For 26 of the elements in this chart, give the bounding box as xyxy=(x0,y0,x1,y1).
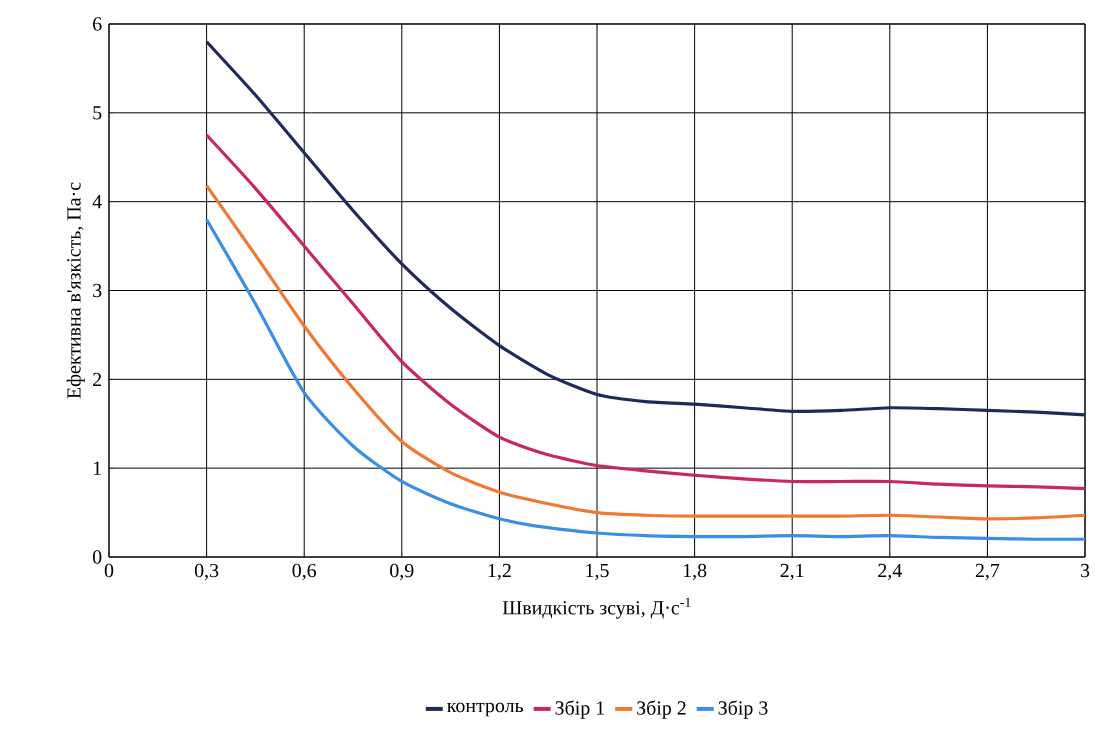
y-tick-label: 0 xyxy=(92,550,102,564)
legend-label: Збір 3 xyxy=(718,700,768,719)
x-tick-label: 0,9 xyxy=(390,563,414,581)
y-tick-label: 6 xyxy=(93,17,102,31)
x-axis-title: Швидкість зсуві, Д·с$^{-1}$ xyxy=(502,597,691,619)
y-tick-label: 5 xyxy=(93,106,102,120)
y-tick-label: 2 xyxy=(93,372,102,386)
x-tick-label: 2,7 xyxy=(975,563,1000,581)
x-tick-label: 2,4 xyxy=(878,563,902,581)
legend-label: контроль xyxy=(447,702,524,717)
x-tick-label: 0,3 xyxy=(194,563,219,581)
line-series xyxy=(205,40,1086,417)
x-tick-label: 3 xyxy=(1080,563,1090,578)
legend-label: Збір 2 xyxy=(637,700,686,719)
y-tick-label: 3 xyxy=(93,283,102,298)
y-tick-label: 4 xyxy=(92,195,102,209)
x-tick-label: 2,1 xyxy=(780,563,804,581)
x-tick-label: 1,5 xyxy=(586,563,609,581)
y-axis-title: Ефективна в'язкість, Па·с xyxy=(66,182,85,399)
x-tick-label: 0 xyxy=(104,563,114,578)
x-tick-label: 1,2 xyxy=(488,563,511,581)
x-tick-label: 0,6 xyxy=(292,563,317,581)
y-tick-label: 1 xyxy=(93,461,101,475)
line-series xyxy=(205,133,1086,491)
x-tick-label: 1,8 xyxy=(683,563,707,581)
legend-label: Збір 1 xyxy=(555,700,605,719)
